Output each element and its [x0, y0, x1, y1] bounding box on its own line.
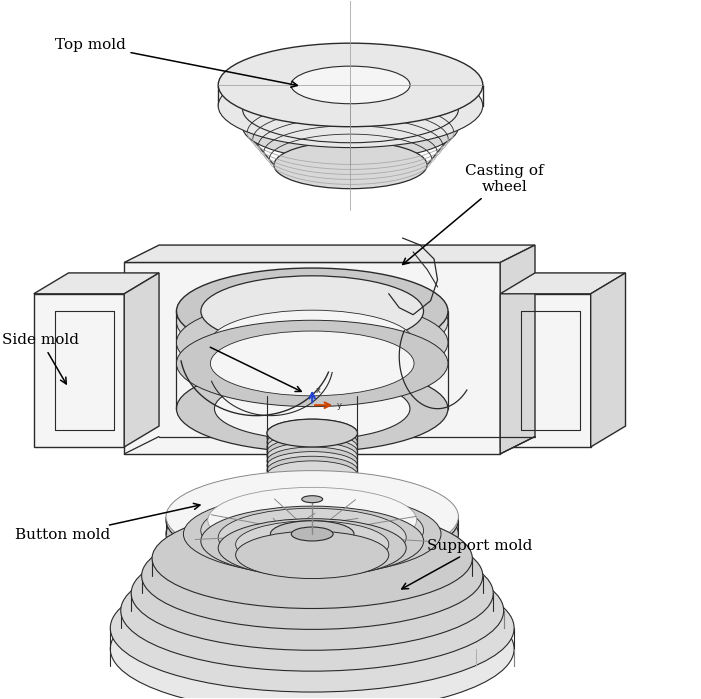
Polygon shape	[501, 273, 625, 294]
Ellipse shape	[177, 366, 448, 452]
Ellipse shape	[200, 496, 423, 565]
Ellipse shape	[292, 527, 333, 541]
Ellipse shape	[267, 428, 358, 456]
Text: Side mold: Side mold	[2, 333, 79, 384]
Ellipse shape	[110, 564, 514, 692]
Ellipse shape	[271, 521, 354, 547]
Ellipse shape	[184, 493, 441, 575]
Ellipse shape	[210, 310, 414, 375]
Ellipse shape	[267, 475, 358, 503]
Polygon shape	[34, 273, 159, 294]
Ellipse shape	[210, 289, 414, 354]
Polygon shape	[124, 273, 159, 447]
Ellipse shape	[218, 519, 406, 577]
Text: Button mold: Button mold	[15, 503, 200, 542]
Ellipse shape	[210, 331, 414, 396]
Polygon shape	[124, 262, 501, 454]
Polygon shape	[124, 245, 535, 262]
Ellipse shape	[121, 550, 504, 671]
Ellipse shape	[200, 506, 423, 576]
Ellipse shape	[215, 377, 410, 440]
Ellipse shape	[152, 508, 472, 609]
Ellipse shape	[166, 488, 458, 580]
Ellipse shape	[166, 470, 458, 563]
Ellipse shape	[110, 585, 514, 699]
Ellipse shape	[131, 536, 494, 650]
Ellipse shape	[267, 419, 358, 447]
Ellipse shape	[184, 483, 441, 564]
Text: Support mold: Support mold	[402, 539, 533, 589]
Ellipse shape	[301, 496, 322, 503]
Ellipse shape	[243, 93, 458, 160]
Ellipse shape	[267, 447, 358, 475]
Ellipse shape	[267, 461, 358, 489]
Ellipse shape	[218, 64, 483, 147]
Ellipse shape	[177, 320, 448, 407]
Ellipse shape	[177, 299, 448, 386]
Ellipse shape	[274, 141, 427, 189]
Ellipse shape	[267, 452, 358, 480]
Ellipse shape	[201, 276, 423, 347]
Polygon shape	[591, 273, 625, 447]
Ellipse shape	[267, 456, 358, 484]
Ellipse shape	[236, 531, 389, 579]
Ellipse shape	[218, 43, 483, 127]
Polygon shape	[501, 245, 535, 454]
Text: x: x	[315, 387, 320, 396]
Ellipse shape	[218, 508, 406, 567]
Text: y: y	[336, 401, 341, 410]
Ellipse shape	[267, 424, 358, 452]
Ellipse shape	[291, 66, 410, 103]
Ellipse shape	[267, 442, 358, 470]
Ellipse shape	[243, 76, 458, 143]
Ellipse shape	[267, 433, 358, 461]
Ellipse shape	[207, 487, 416, 553]
Ellipse shape	[177, 278, 448, 365]
Ellipse shape	[236, 521, 389, 568]
Text: Top mold: Top mold	[55, 38, 297, 87]
Ellipse shape	[166, 474, 458, 566]
Polygon shape	[34, 294, 124, 447]
Ellipse shape	[267, 438, 358, 466]
Polygon shape	[501, 294, 591, 447]
Ellipse shape	[142, 522, 483, 629]
Text: Casting of
wheel: Casting of wheel	[402, 164, 544, 264]
Ellipse shape	[267, 419, 358, 447]
Ellipse shape	[177, 268, 448, 354]
